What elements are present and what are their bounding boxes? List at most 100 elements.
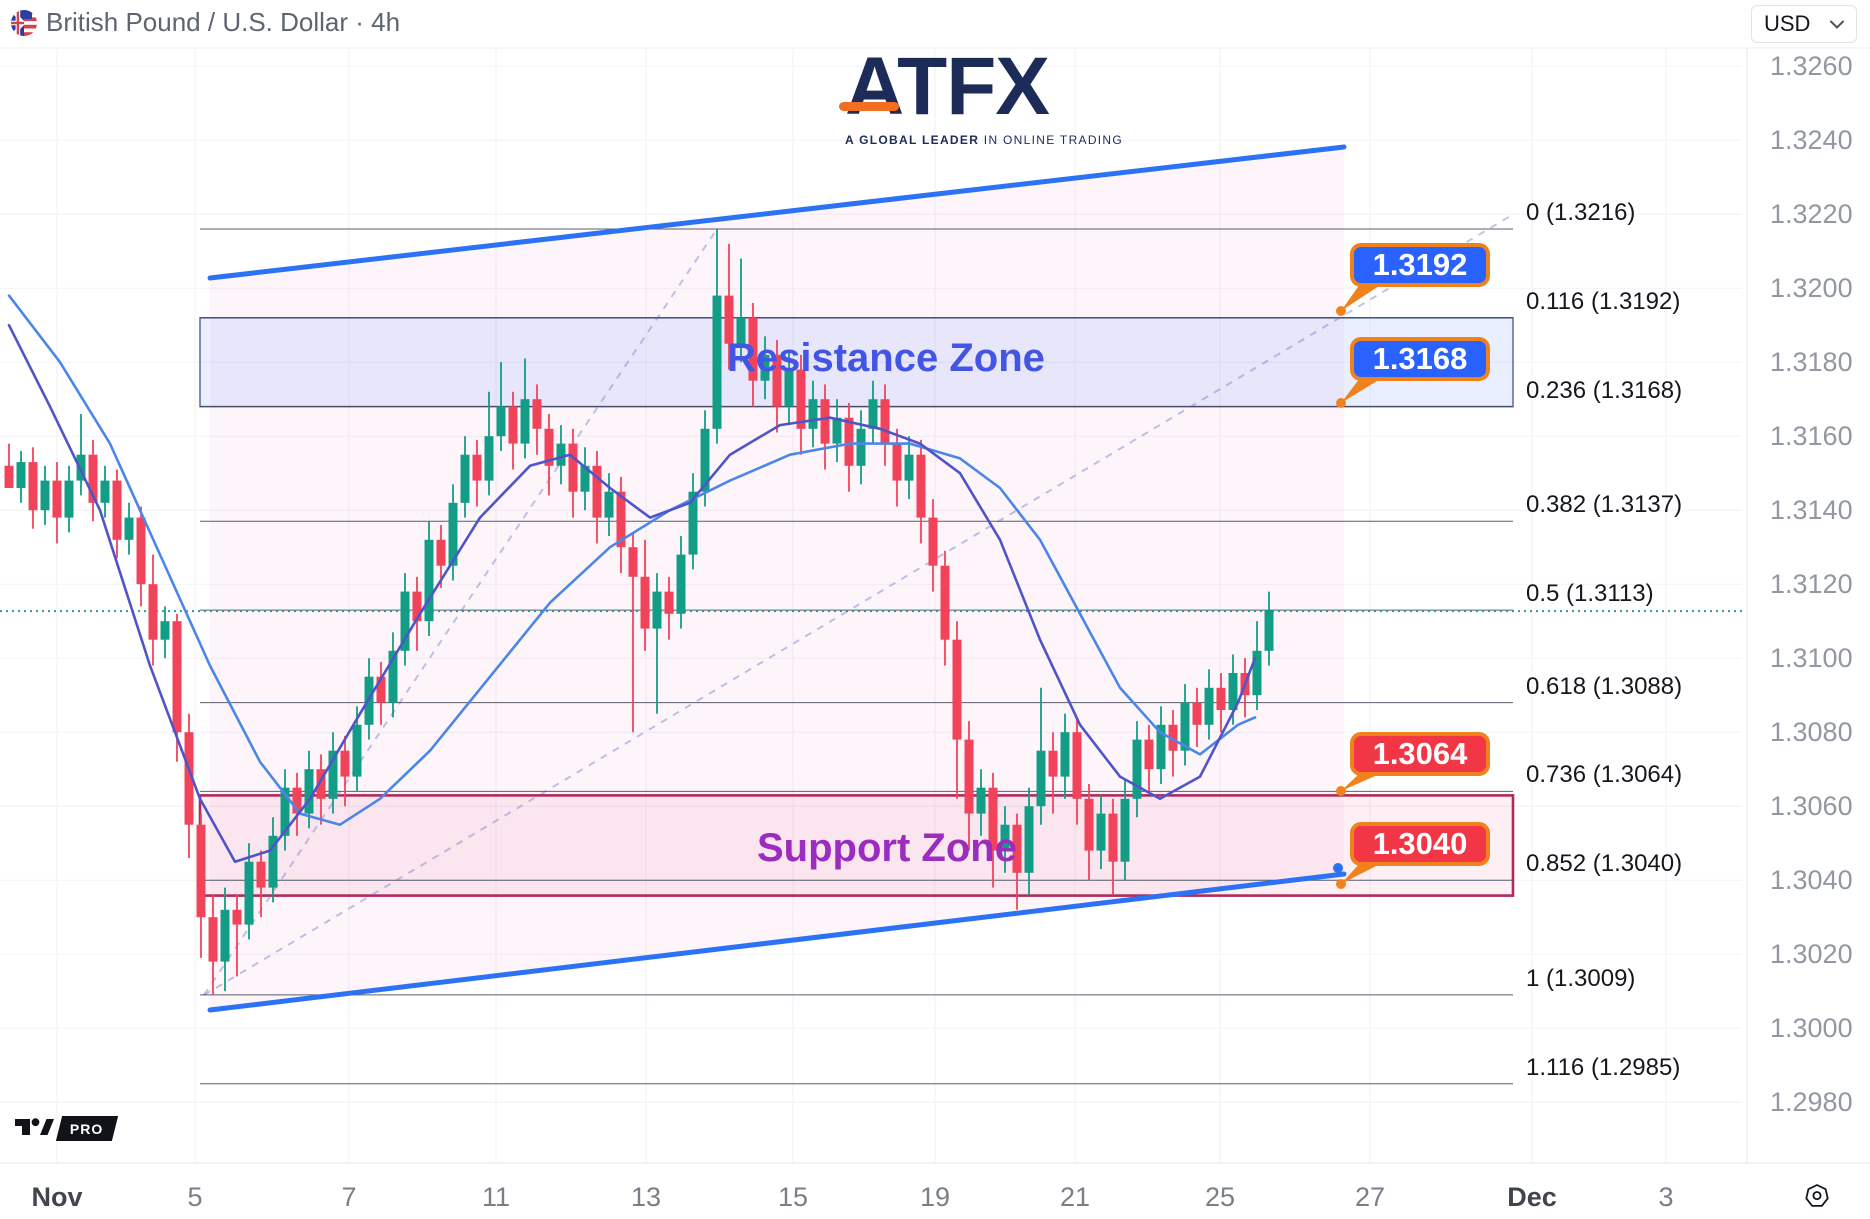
candle-body <box>604 491 614 518</box>
tradingview-icon[interactable] <box>13 1112 61 1142</box>
candle-body <box>1216 687 1226 710</box>
price-axis-label[interactable]: 1.3200 <box>1770 273 1853 304</box>
candle-body <box>1228 673 1238 710</box>
price-axis-label[interactable]: 1.3220 <box>1770 199 1853 230</box>
symbol-title[interactable]: British Pound / U.S. Dollar · 4h <box>46 7 401 37</box>
callout-tail-dot <box>1336 306 1346 316</box>
candle-body <box>436 539 446 566</box>
candle-body <box>208 917 218 962</box>
price-axis-label[interactable]: 1.3120 <box>1770 569 1853 600</box>
currency-selector[interactable]: USD <box>1751 5 1857 43</box>
price-axis-label[interactable]: 1.3040 <box>1770 865 1853 896</box>
price-axis-label[interactable]: 1.3140 <box>1770 495 1853 526</box>
candle-body <box>232 909 242 925</box>
lower-trendline[interactable] <box>207 871 1347 1013</box>
ma-fast-line[interactable] <box>7 323 1257 864</box>
candle-body <box>184 732 194 825</box>
candle-body <box>1000 824 1010 851</box>
candle-body <box>568 443 578 492</box>
candle-body <box>220 909 230 962</box>
upper-trendline[interactable] <box>207 144 1347 281</box>
price-callout[interactable]: 1.3040 <box>1350 822 1490 866</box>
gear-icon[interactable] <box>1801 1180 1833 1212</box>
callout-tail-dot <box>1336 398 1346 408</box>
time-axis-label[interactable]: 19 <box>919 1182 951 1212</box>
price-axis-label[interactable]: 1.3240 <box>1770 125 1853 156</box>
candle-body <box>496 406 506 437</box>
resistance-zone-label[interactable]: Resistance Zone <box>727 336 1045 380</box>
callout-tail-dot <box>1336 879 1346 889</box>
price-axis-label[interactable]: 1.3100 <box>1770 643 1853 674</box>
price-callout[interactable]: 1.3192 <box>1350 243 1490 287</box>
candle-body <box>1168 724 1178 751</box>
price-axis-label[interactable]: 1.3260 <box>1770 51 1853 82</box>
candle-body <box>1180 702 1190 751</box>
time-axis-label[interactable]: 15 <box>777 1182 809 1212</box>
atfx-tagline-rest: IN ONLINE TRADING <box>979 132 1124 147</box>
time-axis-label[interactable]: Nov <box>31 1182 83 1212</box>
candle-body <box>124 517 134 540</box>
fib-level-label: 1.116 (1.2985) <box>1526 1053 1681 1081</box>
callout-tail <box>1341 773 1382 791</box>
candle-body <box>736 317 746 344</box>
price-axis-label[interactable]: 1.3160 <box>1770 421 1853 452</box>
candle-body <box>904 454 914 481</box>
time-axis-label[interactable]: 25 <box>1204 1182 1236 1212</box>
time-axis-label[interactable]: 11 <box>481 1182 511 1212</box>
time-axis-label[interactable]: 5 <box>187 1182 203 1212</box>
atfx-logo-tagline: A GLOBAL LEADER IN ONLINE TRADING <box>845 133 1122 147</box>
price-callout[interactable]: 1.3168 <box>1350 337 1490 381</box>
support-zone-label[interactable]: Support Zone <box>757 826 1017 870</box>
candle-body <box>1204 687 1214 725</box>
price-axis-label[interactable]: 1.3180 <box>1770 347 1853 378</box>
price-axis-label[interactable]: 1.3020 <box>1770 939 1853 970</box>
time-axis-label[interactable]: 3 <box>1658 1182 1674 1212</box>
price-axis-label[interactable]: 1.3060 <box>1770 791 1853 822</box>
candle-body <box>1060 732 1070 777</box>
candle-body <box>4 465 14 488</box>
candle-body <box>748 317 758 381</box>
candle-body <box>556 443 566 466</box>
candle-body <box>616 491 626 548</box>
time-axis-label[interactable]: 27 <box>1354 1182 1386 1212</box>
resistance-zone[interactable] <box>199 316 1514 408</box>
candle-body <box>628 547 638 577</box>
candle-body <box>796 369 806 429</box>
time-axis-label[interactable]: 21 <box>1059 1182 1091 1212</box>
candle-body <box>160 621 170 640</box>
candle-body <box>304 769 314 814</box>
candle-body <box>88 454 98 503</box>
candle-body <box>1132 739 1142 799</box>
pro-badge[interactable]: PRO <box>55 1116 119 1141</box>
atfx-logo-text: ATFX <box>845 41 1050 132</box>
candle-body <box>76 454 86 481</box>
fib-level-label: 0.382 (1.3137) <box>1526 491 1683 519</box>
fib-level-label: 0.852 (1.3040) <box>1526 850 1683 878</box>
time-axis-label[interactable]: 7 <box>341 1182 357 1212</box>
candle-body <box>892 443 902 481</box>
price-callout[interactable]: 1.3064 <box>1350 732 1490 776</box>
candle-body <box>700 428 710 492</box>
fib-trend-dashed-line[interactable] <box>203 214 1513 996</box>
price-axis-label[interactable]: 1.3080 <box>1770 717 1853 748</box>
time-axis-label[interactable]: Dec <box>1507 1182 1557 1212</box>
candle-body <box>760 354 770 381</box>
candle-body <box>112 480 122 540</box>
trendline-anchor-dot[interactable] <box>1333 863 1343 873</box>
price-axis-label[interactable]: 1.2980 <box>1770 1087 1853 1118</box>
candle-body <box>808 399 818 429</box>
candle-body <box>928 517 938 566</box>
candle-body <box>1072 732 1082 799</box>
candle-body <box>1120 798 1130 862</box>
candle-body <box>712 295 722 429</box>
candle-body <box>100 480 110 503</box>
candle-body <box>1108 813 1118 862</box>
price-axis-label[interactable]: 1.3000 <box>1770 1013 1853 1044</box>
candle-body <box>676 554 686 614</box>
fib-level-label: 0.618 (1.3088) <box>1526 672 1683 700</box>
chevron-down-icon <box>1830 20 1844 29</box>
candle-body <box>544 428 554 466</box>
candle-body <box>244 861 254 925</box>
time-axis-label[interactable]: 13 <box>630 1182 662 1212</box>
